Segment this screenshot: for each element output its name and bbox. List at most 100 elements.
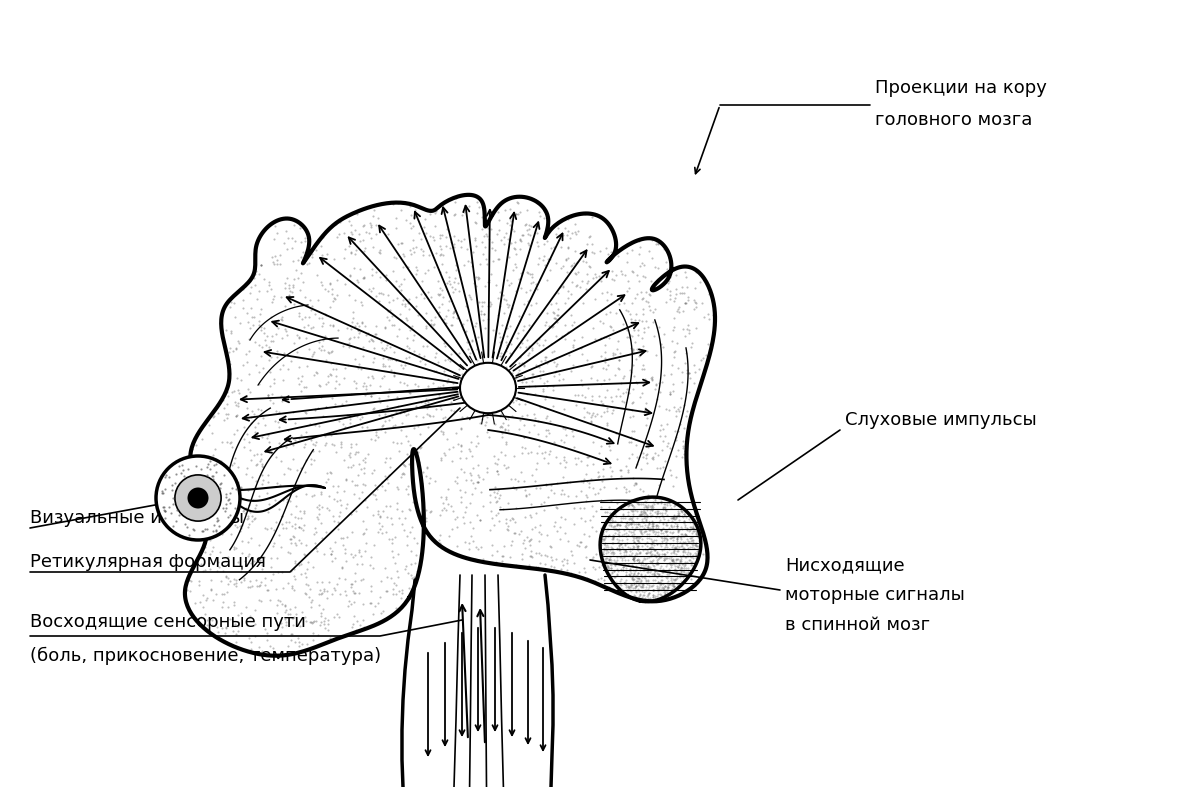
Point	[450, 484, 470, 497]
Point	[657, 541, 677, 553]
Point	[642, 504, 661, 516]
Point	[254, 272, 273, 285]
Point	[272, 510, 291, 523]
Point	[431, 399, 450, 412]
Point	[412, 287, 431, 300]
Point	[642, 275, 661, 287]
Point	[439, 443, 459, 456]
Point	[626, 439, 645, 452]
Point	[330, 378, 349, 390]
Point	[635, 559, 654, 571]
Point	[612, 538, 631, 550]
Point	[302, 490, 321, 502]
Point	[656, 519, 675, 531]
Point	[383, 435, 402, 448]
Point	[480, 370, 500, 382]
Point	[578, 405, 597, 418]
Point	[377, 585, 396, 597]
Point	[603, 548, 622, 560]
Point	[596, 557, 615, 570]
Point	[343, 585, 362, 597]
Point	[600, 544, 619, 556]
Point	[249, 593, 268, 606]
Point	[568, 279, 588, 291]
Point	[689, 542, 708, 555]
Point	[348, 410, 367, 423]
Point	[625, 517, 644, 530]
Point	[484, 397, 503, 410]
Point	[628, 541, 648, 554]
Point	[403, 220, 423, 233]
Point	[663, 385, 683, 397]
Point	[303, 634, 323, 646]
Point	[366, 327, 385, 340]
Point	[648, 523, 667, 536]
Point	[649, 449, 668, 461]
Point	[396, 297, 415, 310]
Point	[633, 527, 653, 539]
Point	[320, 541, 340, 554]
Point	[379, 414, 399, 427]
Point	[661, 442, 680, 454]
Point	[291, 558, 311, 571]
Point	[679, 525, 698, 538]
Point	[290, 219, 309, 231]
Point	[638, 441, 657, 453]
Point	[395, 376, 414, 389]
Point	[452, 445, 471, 457]
Point	[521, 220, 541, 232]
Point	[628, 556, 648, 568]
Point	[626, 292, 645, 305]
Point	[400, 387, 419, 400]
Point	[306, 439, 325, 452]
Point	[631, 581, 650, 593]
Point	[290, 481, 309, 493]
Point	[662, 578, 681, 591]
Point	[582, 415, 601, 427]
Point	[255, 522, 275, 534]
Point	[468, 273, 488, 286]
Point	[378, 390, 397, 402]
Point	[609, 523, 628, 535]
Point	[679, 512, 698, 525]
Point	[616, 549, 636, 561]
Point	[637, 508, 656, 520]
Point	[630, 572, 649, 585]
Point	[636, 452, 655, 464]
Point	[608, 542, 627, 555]
Point	[557, 553, 577, 566]
Point	[289, 640, 308, 652]
Point	[556, 423, 576, 435]
Point	[624, 555, 643, 567]
Point	[417, 504, 436, 516]
Point	[252, 431, 271, 444]
Point	[443, 310, 462, 323]
Point	[344, 375, 364, 387]
Point	[491, 286, 510, 298]
Point	[460, 290, 479, 303]
Point	[477, 462, 496, 475]
Point	[624, 343, 643, 356]
Point	[441, 278, 460, 290]
Point	[662, 531, 681, 544]
Point	[348, 469, 367, 482]
Point	[632, 594, 651, 607]
Point	[419, 431, 438, 444]
Point	[669, 523, 689, 536]
Point	[283, 279, 302, 291]
Point	[444, 393, 464, 405]
Point	[354, 234, 373, 246]
Point	[288, 464, 307, 476]
Point	[622, 516, 642, 529]
Point	[531, 355, 550, 368]
Point	[579, 480, 598, 493]
Point	[295, 406, 314, 419]
Point	[620, 579, 639, 592]
Point	[643, 537, 662, 549]
Point	[515, 375, 535, 388]
Point	[613, 534, 632, 546]
Point	[604, 577, 624, 589]
Point	[247, 499, 266, 512]
Point	[620, 386, 639, 399]
Point	[538, 423, 557, 436]
